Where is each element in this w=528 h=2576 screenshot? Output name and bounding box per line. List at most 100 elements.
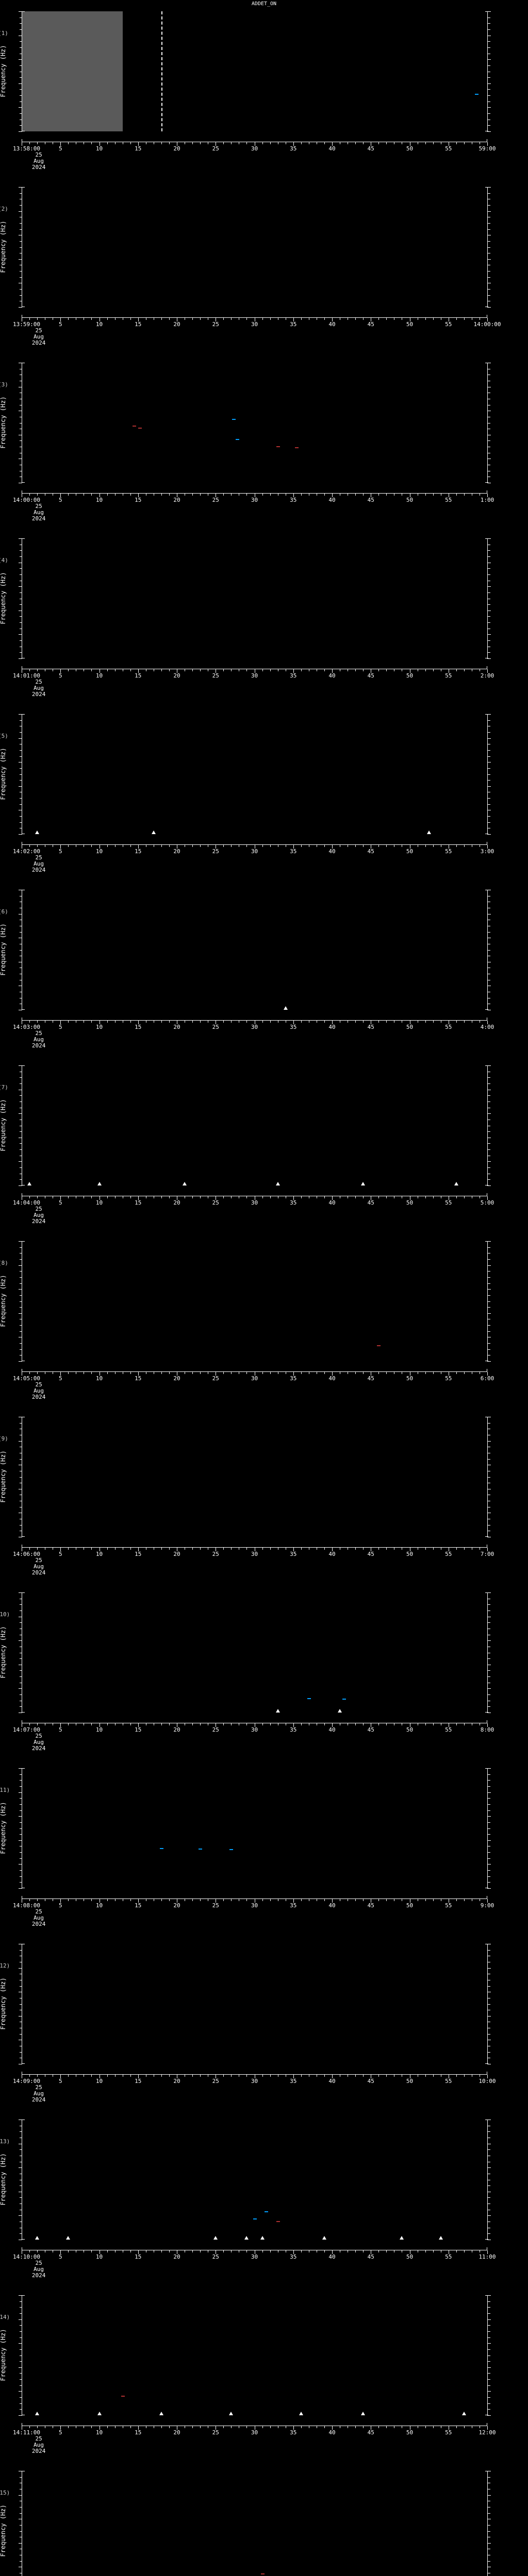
y-axis-tick (19, 2367, 22, 2368)
x-axis-tick-label: 35 (290, 672, 297, 679)
x-axis-tick (60, 2075, 61, 2078)
x-axis-tick (464, 2075, 465, 2077)
x-axis-tick (91, 2250, 92, 2252)
x-axis-tick (223, 1372, 224, 1374)
x-axis-tick (200, 669, 201, 671)
y-axis-tick (20, 2197, 22, 2198)
x-axis-tick (386, 1372, 387, 1374)
x-axis-tick (293, 1723, 294, 1727)
x-axis-tick (324, 669, 325, 671)
y-axis-tick (488, 1459, 490, 1460)
x-axis-tick-label: 40 (328, 2253, 336, 2260)
spectrogram-panel: (4)Frequency (Hz)0200400600800100014:01:… (0, 527, 528, 703)
x-axis-tick (363, 2075, 364, 2077)
x-axis-tick-label: 55 (445, 321, 452, 328)
y-axis-tick (20, 2397, 22, 2398)
y-axis-tick (20, 2331, 22, 2332)
y-axis-tick (487, 1968, 491, 1969)
y-axis-tick (19, 1592, 22, 1593)
x-axis-tick (231, 1021, 232, 1023)
x-axis-tick (332, 2250, 333, 2254)
x-axis-tick (293, 669, 294, 673)
y-axis-tick (488, 1179, 490, 1180)
detection-point (307, 1698, 311, 1700)
y-axis-tick (487, 1113, 491, 1114)
spectrogram-panel: ADDET_ON(1)Frequency (Hz)020040060080010… (0, 0, 528, 176)
x-axis-tick-label: 50 (406, 1375, 414, 1382)
x-axis-tick-label: 45 (367, 1375, 374, 1382)
panel-index-label: (9) (0, 1435, 8, 1442)
x-axis-tick-label: 4:00 (480, 1024, 494, 1030)
x-axis-tick (60, 1899, 61, 1903)
x-axis-tick-label: 20 (173, 1375, 180, 1382)
y-axis-tick (20, 1301, 22, 1302)
y-axis-title: Frequency (Hz) (0, 1099, 7, 1151)
y-axis-right (485, 363, 491, 483)
x-axis-tick (60, 1021, 61, 1024)
panel-index-label: (15) (0, 2489, 10, 2496)
x-axis-tick (192, 2075, 193, 2077)
x-axis-tick-label: 40 (328, 2078, 336, 2084)
plot-area: (6)Frequency (Hz)02004006008001000 (0, 890, 491, 1010)
y-axis-tick (20, 1295, 22, 1296)
y-axis-tick (487, 2215, 491, 2216)
x-axis-tick (270, 2250, 271, 2252)
y-axis-tick (488, 768, 490, 769)
x-axis-tick-label: 45 (367, 1726, 374, 1733)
y-axis-right (485, 1944, 491, 2064)
y-axis-tick (19, 1640, 22, 1641)
x-axis-tick (246, 845, 248, 847)
x-axis-tick (464, 318, 465, 320)
y-axis-tick (19, 2495, 22, 2496)
y-axis-tick (19, 83, 22, 84)
x-axis-tick (301, 1899, 302, 1901)
y-axis-tick (20, 640, 22, 641)
x-axis-tick (107, 494, 108, 496)
x-axis-tick-label: 30 (251, 2078, 258, 2084)
x-axis-tick (378, 845, 380, 847)
x-axis-date-label: 25 Aug 2024 (31, 679, 46, 698)
x-axis-date-label: 25 Aug 2024 (31, 1030, 46, 1049)
y-axis-tick (20, 1780, 22, 1781)
x-axis-tick-label: 55 (445, 848, 452, 855)
y-axis-tick (20, 1179, 22, 1180)
y-axis-tick (488, 1259, 490, 1260)
x-axis-tick (425, 845, 426, 847)
panel-index-label: (1) (0, 30, 8, 37)
x-axis-tick-label: 45 (367, 321, 374, 328)
x-axis-tick (161, 1196, 162, 1198)
x-axis-tick (378, 142, 380, 144)
y-axis-tick (20, 2033, 22, 2035)
x-axis-tick-label: 50 (406, 2078, 414, 2084)
y-axis-tick (19, 1265, 22, 1266)
x-axis-tick (456, 669, 457, 671)
x-axis-tick-label: 40 (328, 497, 336, 503)
y-axis-tick (487, 107, 491, 108)
x-axis-tick-label: 5 (58, 145, 62, 152)
event-marker-line (161, 11, 162, 131)
x-axis-tick-label: 59:00 (478, 145, 496, 152)
x-axis-tick-label: 30 (251, 1726, 258, 1733)
x-axis-tick-label: 35 (290, 321, 297, 328)
spectrogram-panel: (13)Frequency (Hz)0200400600800100014:10… (0, 2108, 528, 2284)
axis-cap (485, 1065, 488, 1066)
x-axis-tick (378, 1899, 380, 1901)
axis-cap (22, 1768, 25, 1769)
x-axis-tick-label: 5:00 (480, 1199, 494, 1206)
x-axis-tick (169, 2250, 170, 2252)
x-axis-tick-label: 15 (135, 1199, 142, 1206)
y-axis-tick (20, 2385, 22, 2386)
y-axis-tick (488, 2033, 490, 2035)
x-axis-tick-label: 45 (367, 1024, 374, 1030)
x-axis-tick-label: 25 (212, 2078, 219, 2084)
triangle-marker (438, 2236, 443, 2240)
x-axis-tick (114, 669, 116, 671)
panel-index-label: (2) (0, 206, 8, 212)
x-axis-tick-label: 40 (328, 2429, 336, 2436)
y-axis-tick (20, 205, 22, 206)
x-axis-tick-label: 15 (135, 2429, 142, 2436)
triangle-marker (27, 1182, 32, 1185)
x-axis-tick (169, 1548, 170, 1550)
y-axis-tick (487, 1265, 491, 1266)
x-axis-tick-label: 50 (406, 672, 414, 679)
